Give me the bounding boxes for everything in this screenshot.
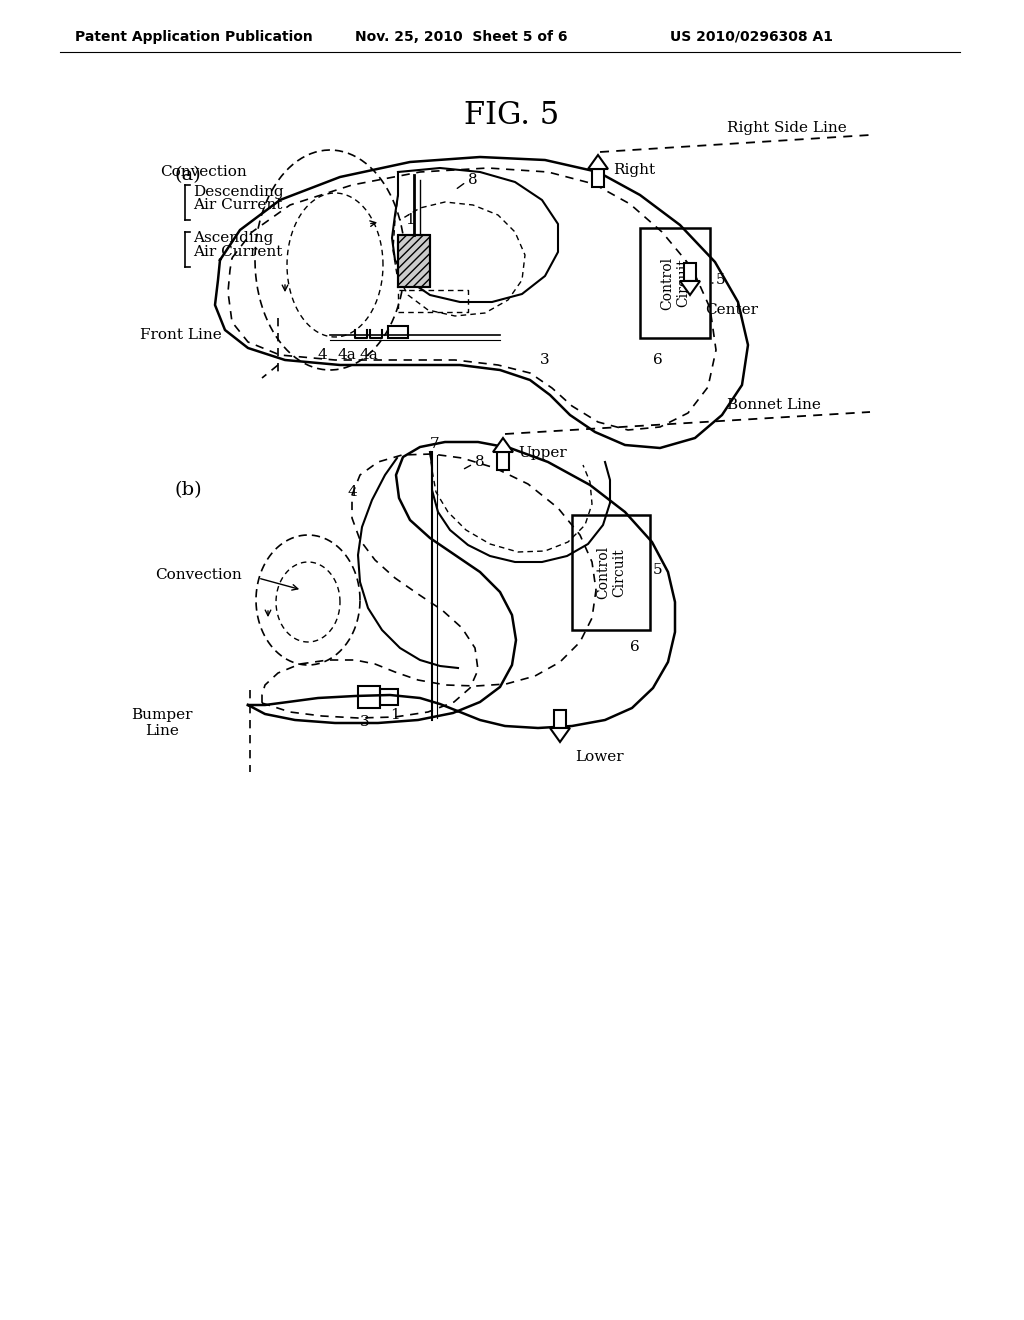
Text: Bonnet Line: Bonnet Line <box>727 399 821 412</box>
Text: Right: Right <box>613 162 655 177</box>
Text: 4: 4 <box>318 348 328 362</box>
Polygon shape <box>493 438 513 451</box>
Text: Center: Center <box>705 304 758 317</box>
Text: 1: 1 <box>406 213 415 227</box>
Text: Ascending: Ascending <box>193 231 273 246</box>
Polygon shape <box>588 154 608 169</box>
Text: 6: 6 <box>653 352 663 367</box>
FancyBboxPatch shape <box>640 228 710 338</box>
Text: 5: 5 <box>716 273 726 286</box>
Text: 5: 5 <box>653 564 663 577</box>
Polygon shape <box>680 281 700 294</box>
Text: Patent Application Publication: Patent Application Publication <box>75 30 312 44</box>
Text: 8: 8 <box>475 455 484 469</box>
Text: US 2010/0296308 A1: US 2010/0296308 A1 <box>670 30 833 44</box>
Text: Control
Circuit: Control Circuit <box>596 546 626 599</box>
Text: Air Current: Air Current <box>193 246 283 259</box>
Text: Nov. 25, 2010  Sheet 5 of 6: Nov. 25, 2010 Sheet 5 of 6 <box>355 30 567 44</box>
Text: 4a: 4a <box>360 348 379 362</box>
Text: Upper: Upper <box>518 446 566 459</box>
Text: Right Side Line: Right Side Line <box>727 121 847 135</box>
Text: 4a: 4a <box>337 348 355 362</box>
Text: 4: 4 <box>348 484 357 499</box>
Text: 7: 7 <box>430 437 439 451</box>
Text: 3: 3 <box>540 352 550 367</box>
Text: Convection: Convection <box>155 568 242 582</box>
FancyBboxPatch shape <box>572 515 650 630</box>
Text: Descending: Descending <box>193 185 284 199</box>
Text: (b): (b) <box>175 480 203 499</box>
Text: Front Line: Front Line <box>140 327 222 342</box>
Polygon shape <box>398 235 430 286</box>
Polygon shape <box>684 263 696 281</box>
Text: Air Current: Air Current <box>193 198 283 213</box>
Text: 6: 6 <box>630 640 640 653</box>
Text: 8: 8 <box>468 173 477 187</box>
Text: Bumper
Line: Bumper Line <box>131 708 193 738</box>
Text: 1: 1 <box>390 708 399 722</box>
Text: 3: 3 <box>360 715 370 729</box>
Text: FIG. 5: FIG. 5 <box>464 99 560 131</box>
Polygon shape <box>497 451 509 470</box>
Polygon shape <box>592 169 604 187</box>
Text: Convection: Convection <box>160 165 247 180</box>
Polygon shape <box>550 729 570 742</box>
Text: (a): (a) <box>175 166 202 183</box>
Text: Lower: Lower <box>575 750 624 764</box>
Polygon shape <box>554 710 566 729</box>
Text: Control
Circuit: Control Circuit <box>659 256 690 310</box>
